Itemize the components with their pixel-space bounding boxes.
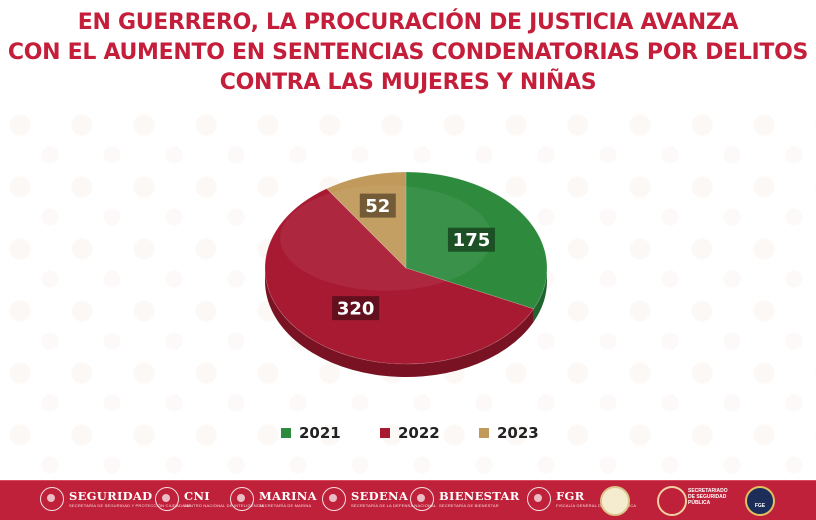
legend-label-2022: 2022 [398,424,440,442]
fge-label: FGE [754,503,766,509]
logo-fgr: FGR FISCALÍA GENERAL DE LA REPÚBLICA [527,487,636,511]
pie-side-2021 [533,268,547,322]
data-label-2021: 175 [453,230,491,251]
logo-subtitle: CENTRO NACIONAL DE INTELIGENCIA [184,503,265,508]
chart-legend: 2021 2022 2023 [0,424,816,444]
title-line-2: CON EL AUMENTO EN SENTENCIAS CONDENATORI… [7,40,809,65]
legend-item-2021: 2021 [281,424,341,442]
pie-slice-2022 [264,188,535,365]
logo-name: MARINA [259,489,317,503]
chart-title: EN GUERRERO, LA PROCURACIÓN DE JUSTICIA … [0,8,816,98]
logo-cni: CNI CENTRO NACIONAL DE INTELIGENCIA [155,487,264,511]
legend-swatch-2022 [380,428,390,438]
legend-label-2021: 2021 [299,424,341,442]
coat-of-arms-icon [40,487,64,511]
logo-name: SEDENA [351,489,409,503]
data-label-box-2022 [332,296,380,321]
logo-name: BIENESTAR [439,489,520,503]
data-label-box-2021 [447,227,495,252]
coat-of-arms-icon [230,487,254,511]
legend-swatch-2021 [281,428,291,438]
logo-subtitle: SECRETARÍA DE BIENESTAR [439,503,499,508]
ornament-seal-icon [657,486,687,516]
footer-logo-bar: SEGURIDAD SECRETARÍA DE SEGURIDAD Y PROT… [0,480,816,520]
title-line-3: CONTRA LAS MUJERES Y NIÑAS [219,70,597,95]
seguridad-publica-label: SECRETARIADO DE SEGURIDAD PÚBLICA [688,488,728,506]
logo-subtitle: SECRETARÍA DE SEGURIDAD Y PROTECCIÓN CIU… [69,503,191,508]
coat-of-arms-icon [155,487,179,511]
logo-seguridad: SEGURIDAD SECRETARÍA DE SEGURIDAD Y PROT… [40,487,191,511]
coat-of-arms-icon [322,487,346,511]
state-seal-icon [600,486,630,516]
pie-chart: 175 320 52 [264,171,548,378]
fge-seal-icon: FGE [745,486,775,516]
logo-name: FGR [556,489,585,503]
logo-bienestar: BIENESTAR SECRETARÍA DE BIENESTAR [410,487,520,511]
legend-item-2022: 2022 [380,424,440,442]
logo-name: CNI [184,489,210,503]
logo-marina: MARINA SECRETARÍA DE MARINA [230,487,317,511]
pie-highlight [280,185,492,291]
logo-subtitle: SECRETARÍA DE LA DEFENSA NACIONAL [351,503,437,508]
data-label-box-2023 [359,193,396,218]
logo-subtitle: FISCALÍA GENERAL DE LA REPÚBLICA [556,503,637,508]
logo-sedena: SEDENA SECRETARÍA DE LA DEFENSA NACIONAL [322,487,436,511]
legend-swatch-2023 [479,428,489,438]
title-line-1: EN GUERRERO, LA PROCURACIÓN DE JUSTICIA … [77,10,739,35]
legend-item-2023: 2023 [479,424,539,442]
data-label-2023: 52 [365,196,390,217]
logo-subtitle: SECRETARÍA DE MARINA [259,503,312,508]
legend-label-2023: 2023 [497,424,539,442]
coat-of-arms-icon [527,487,551,511]
coat-of-arms-icon [410,487,434,511]
logo-name: SEGURIDAD [69,489,153,503]
data-label-2022: 320 [337,299,375,320]
